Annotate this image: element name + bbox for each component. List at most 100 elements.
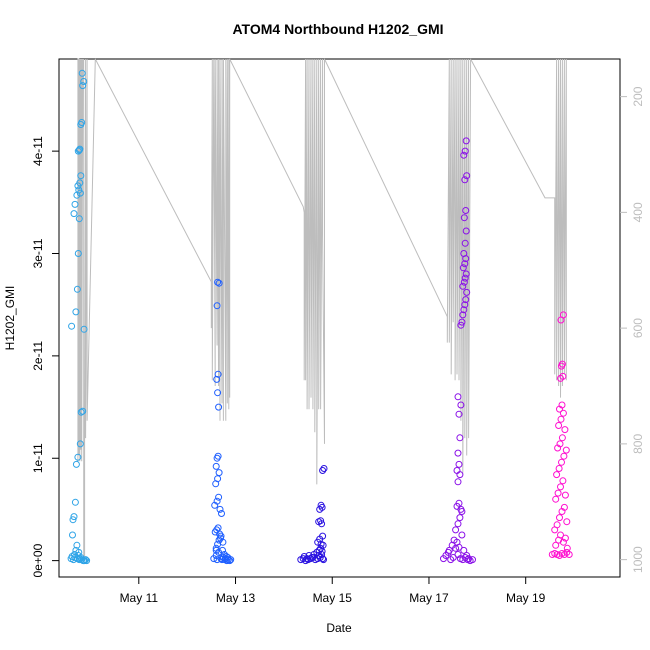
data-point [461, 239, 469, 247]
data-point [461, 301, 469, 309]
data-point [559, 477, 567, 485]
data-point [70, 513, 78, 521]
data-point [224, 554, 232, 561]
y-axis: 0e+00 1e-11 2e-11 3e-11 4e-11 [31, 136, 59, 577]
y-tick-label: 0e+00 [31, 543, 45, 577]
data-point [561, 534, 569, 542]
data-point [457, 401, 465, 409]
data-point [214, 370, 222, 378]
data-point [79, 82, 87, 90]
data-point [83, 557, 91, 565]
data-point [456, 471, 464, 479]
data-point [73, 285, 81, 293]
data-point [72, 460, 80, 468]
data-point [553, 471, 561, 479]
data-point [213, 497, 221, 505]
x-axis-label: Date [326, 621, 352, 635]
data-point [558, 434, 566, 442]
data-point [217, 534, 224, 542]
data-point [73, 541, 81, 549]
data-point [74, 147, 82, 155]
data-point [460, 278, 468, 286]
data-point [459, 264, 467, 272]
data-point [458, 318, 466, 326]
data-point [460, 151, 468, 159]
data-point [454, 478, 462, 486]
data-point [214, 278, 222, 286]
plot-frame [58, 58, 621, 578]
data-point [462, 137, 470, 145]
data-point [465, 555, 473, 563]
y-axis-label: H1202_GMI [3, 286, 17, 351]
data-point [456, 434, 464, 442]
data-point [561, 491, 569, 499]
data-point [559, 538, 567, 546]
data-point [558, 401, 566, 409]
data-point [457, 321, 465, 329]
data-point [557, 531, 564, 539]
data-point [74, 453, 82, 461]
data-point [455, 543, 463, 551]
data-point [565, 551, 573, 558]
data-point [555, 422, 563, 429]
data-point [76, 440, 84, 448]
data-point [216, 505, 224, 513]
data-point [563, 518, 571, 526]
data-point [558, 360, 566, 368]
data-point [462, 270, 470, 278]
data-point [455, 410, 463, 418]
data-point [462, 227, 470, 235]
data-point [317, 540, 325, 548]
data-point [69, 531, 76, 539]
y-tick-label: 2e-11 [31, 341, 45, 371]
y-tick-label: 4e-11 [31, 136, 45, 166]
data-point [81, 557, 89, 565]
data-point [452, 526, 460, 534]
data-point [460, 214, 468, 222]
data-point [559, 311, 567, 319]
y-tick-label: 3e-11 [31, 238, 45, 268]
data-point [68, 322, 76, 330]
data-point [319, 467, 327, 474]
data-point [82, 556, 90, 564]
data-point [69, 516, 77, 524]
data-point [461, 274, 469, 282]
data-point [80, 325, 88, 333]
data-point [320, 556, 327, 564]
data-point [552, 495, 560, 503]
x-tick-label: May 15 [313, 591, 353, 605]
data-point [213, 302, 221, 310]
data-point [70, 210, 78, 218]
altitude-line [76, 58, 567, 561]
data-point [213, 556, 221, 564]
data-point [212, 546, 220, 554]
data-point [561, 426, 569, 434]
data-point [215, 403, 223, 411]
plot-area [58, 58, 621, 578]
data-point [552, 541, 560, 549]
altitude-layer [76, 58, 567, 561]
data-point [223, 557, 231, 565]
x-tick-label: May 13 [216, 591, 256, 605]
data-point [553, 521, 561, 529]
data-point [212, 462, 220, 470]
data-point [75, 215, 83, 223]
data-point [562, 446, 570, 454]
x-tick-label: May 11 [120, 591, 159, 605]
data-point [462, 296, 470, 304]
data-point [212, 544, 220, 552]
x-axis: May 11 May 13 May 15 May 17 May 19 [120, 577, 546, 605]
data-point [320, 465, 328, 472]
chart-title: ATOM4 Northbound H1202_GMI [232, 21, 443, 37]
data-point [71, 200, 79, 208]
data-point [455, 499, 463, 507]
data-point [559, 372, 567, 380]
data-point [460, 546, 468, 554]
data-point [556, 514, 563, 522]
data-point [454, 449, 462, 457]
data-point [214, 389, 222, 397]
y2-tick-label: 800 [631, 434, 645, 454]
data-point [560, 503, 568, 511]
x-tick-label: May 17 [409, 591, 449, 605]
